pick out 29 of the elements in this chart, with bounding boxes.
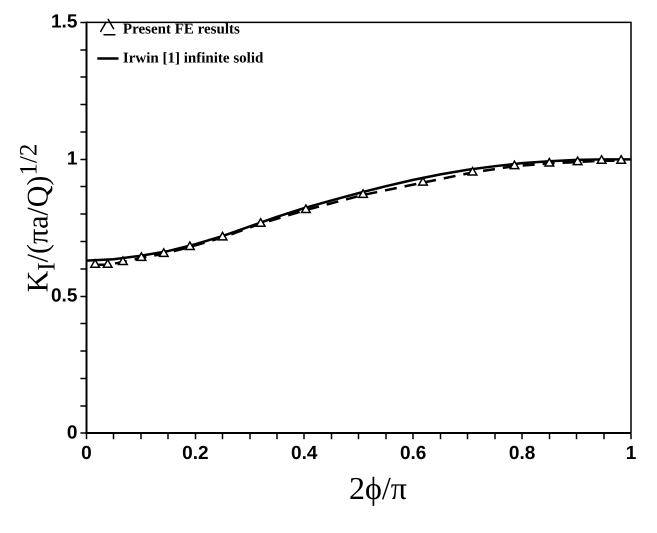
point [358,189,368,198]
y-tick-label: 1.5 [50,12,78,33]
point [596,154,607,164]
point [158,248,169,258]
x-tick-label: 1 [626,442,637,464]
point [184,241,195,250]
y-tick-label: 0 [66,422,78,444]
legend-label: Present FE results [122,21,240,38]
point [418,176,428,186]
point [300,204,311,214]
point [217,232,228,241]
y-tick-label: 1 [66,148,78,170]
x-tick-label: 0.6 [400,442,426,464]
point [136,252,146,262]
x-tick-label: 0.8 [508,442,536,464]
legend-label: Irwin [1] infinite solid [122,50,264,66]
point [467,166,478,176]
point [544,158,554,167]
x-axis-title: 2ϕ/π [348,470,408,507]
x-tick-label: 0.2 [182,442,209,464]
point [102,259,113,268]
point [616,154,626,164]
point [256,218,266,227]
point [118,256,128,266]
x-tick-label: 0 [81,442,92,464]
point [90,259,100,268]
point [572,156,583,166]
x-tick-label: 0.4 [291,442,318,464]
point [509,160,520,170]
